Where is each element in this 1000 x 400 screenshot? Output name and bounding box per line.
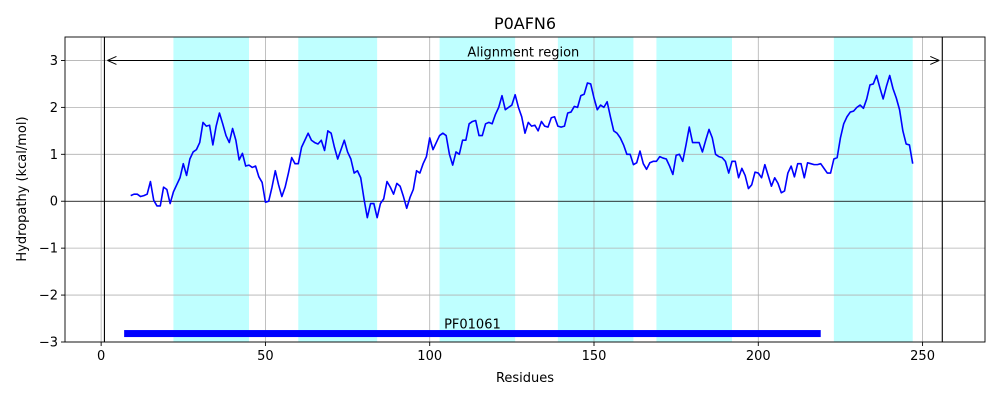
x-axis-ticks: 0 50 100 150 200 250 [97,342,935,364]
y-axis-ticks: −3 −2 −1 0 1 2 3 [39,54,65,351]
alignment-arrow-right-head [930,56,940,65]
x-axis-label: Residues [496,371,554,386]
y-tick-label: 0 [50,195,58,210]
hydrophobic-band-1 [173,37,249,342]
y-tick-label: −3 [39,336,58,351]
y-tick-label: 2 [50,101,58,116]
hydrophobic-band-2 [298,37,378,342]
x-tick-label: 200 [746,349,771,364]
x-tick-label: 50 [257,349,274,364]
pfam-domain: PF01061 [124,318,821,338]
pfam-domain-bar [124,330,821,338]
chart-title: P0AFN6 [494,14,556,33]
y-axis-label: Hydropathy (kcal/mol) [15,116,30,261]
y-tick-label: 1 [50,148,58,163]
plot-frame [64,36,986,343]
y-tick-label: −2 [39,289,58,304]
hydrophobic-band-3 [439,37,516,342]
hydropathy-series-line [130,74,914,219]
hydrophobic-bands [173,37,913,342]
alignment-region-label: Alignment region [467,45,579,60]
hydrophobic-band-6 [833,37,913,342]
alignment-arrow-left-head [107,56,117,65]
x-tick-label: 0 [97,349,105,364]
y-tick-label: −1 [39,242,58,257]
y-tick-label: 3 [50,54,58,69]
hydrophobic-band-4 [557,37,634,342]
pfam-domain-label: PF01061 [444,318,501,333]
x-tick-label: 150 [582,349,607,364]
hydrophobic-band-5 [656,37,732,342]
x-tick-label: 250 [910,349,935,364]
x-tick-label: 100 [417,349,442,364]
alignment-region: Alignment region [103,37,943,342]
